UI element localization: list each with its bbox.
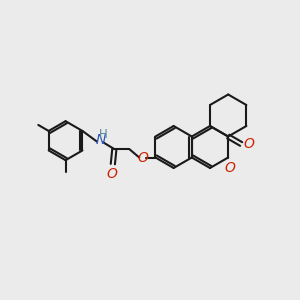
Text: H: H	[99, 128, 107, 141]
Text: O: O	[224, 161, 235, 175]
Text: N: N	[95, 133, 106, 147]
Text: O: O	[107, 167, 118, 181]
Text: O: O	[244, 137, 254, 151]
Text: O: O	[137, 151, 148, 164]
